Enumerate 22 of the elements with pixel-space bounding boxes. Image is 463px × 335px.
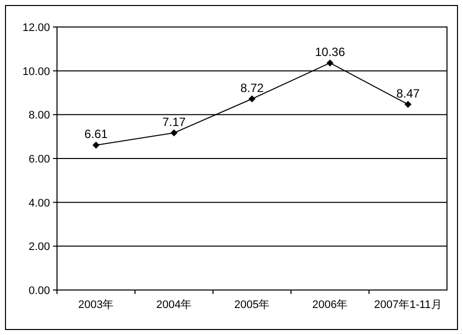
data-label: 6.61 [84, 127, 108, 142]
data-label: 8.47 [396, 86, 420, 100]
data-label: 8.72 [240, 80, 264, 95]
point [404, 100, 412, 108]
y-tick-label: 8.00 [28, 110, 50, 122]
x-tick-label: 2005年 [234, 299, 270, 311]
y-tick-label: 10.00 [22, 66, 50, 78]
y-tick-label: 12.00 [22, 22, 50, 34]
y-tick-label: 6.00 [28, 154, 50, 166]
y-tick-label: 4.00 [28, 197, 50, 210]
point [92, 142, 100, 149]
x-tick-label: 2006年 [312, 299, 348, 311]
point [326, 59, 334, 66]
x-tick-label: 2003年 [78, 299, 114, 311]
point [248, 95, 256, 102]
y-tick-label: 2.00 [28, 241, 50, 254]
data-label: 7.17 [162, 114, 186, 129]
data-label: 10.36 [314, 44, 346, 59]
x-tick-label: 2007年1-11月 [374, 299, 442, 311]
y-tick-label: 0.00 [28, 285, 50, 297]
x-tick-label: 2004年 [156, 299, 192, 311]
point [170, 129, 178, 136]
